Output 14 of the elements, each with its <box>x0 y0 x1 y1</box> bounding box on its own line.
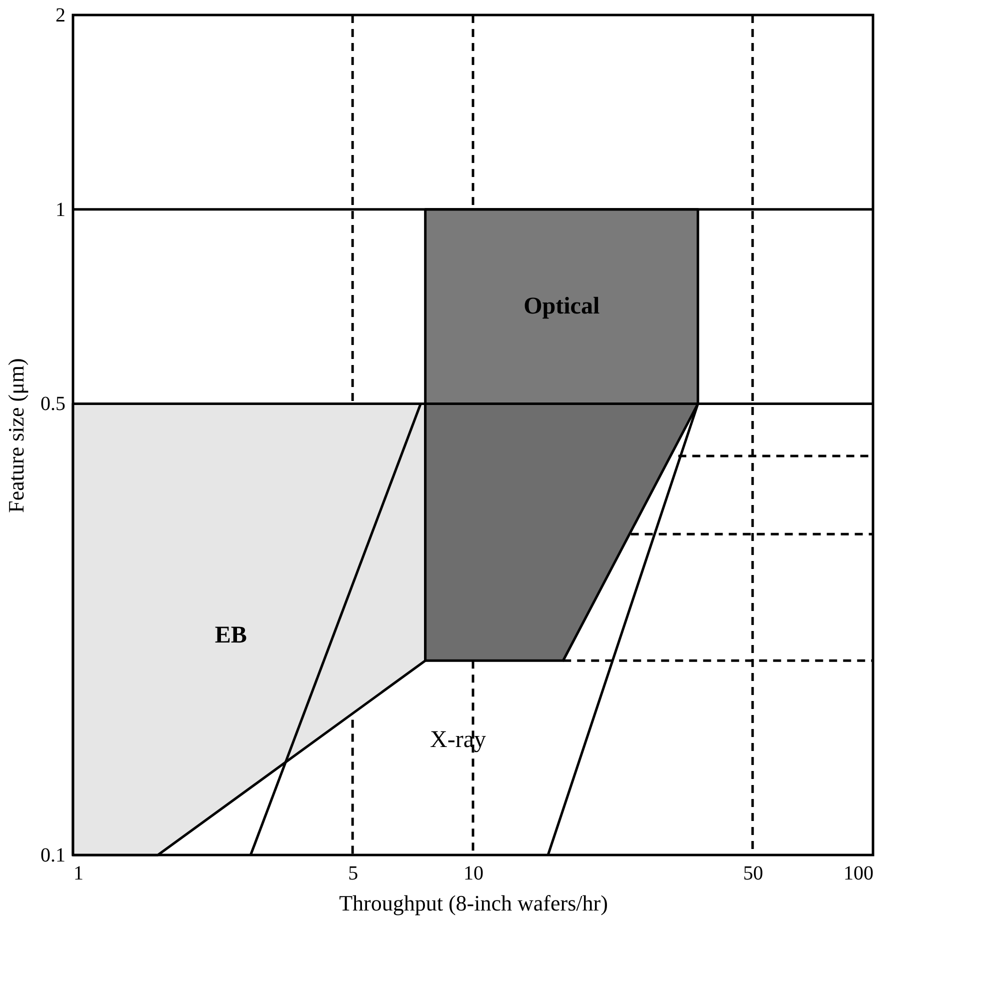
y-axis-title: Feature size (μm) <box>4 358 28 513</box>
y-tick-label: 2 <box>56 4 66 26</box>
y-tick-label: 0.1 <box>40 844 66 866</box>
series-label: EB <box>214 622 247 649</box>
series-label: Optical <box>524 294 600 320</box>
y-tick-label: 0.5 <box>40 393 66 416</box>
x-tick-label: 5 <box>348 862 358 884</box>
x-axis-title: Throughput (8-inch wafers/hr) <box>339 890 608 916</box>
x-tick-label: 50 <box>743 862 764 884</box>
x-tick-label: 100 <box>844 862 874 884</box>
y-tick-label: 1 <box>56 198 66 221</box>
annotation: X-ray <box>430 727 486 753</box>
x-tick-label: 1 <box>74 862 84 884</box>
x-tick-label: 10 <box>464 862 484 884</box>
